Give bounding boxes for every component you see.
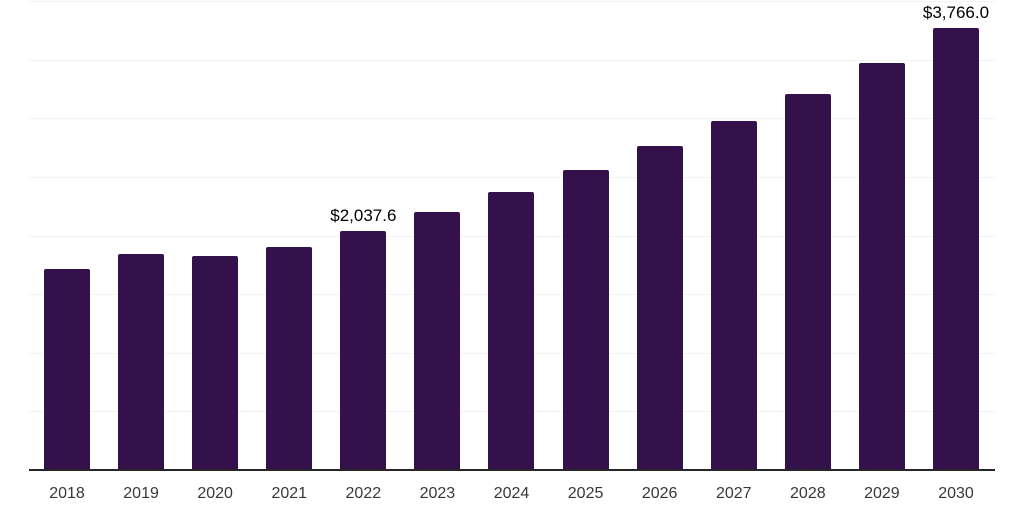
- bar-2020[interactable]: [192, 256, 239, 470]
- bar-2019[interactable]: [118, 254, 165, 470]
- gridline-3000: [29, 118, 995, 120]
- x-tick-2022: 2022: [345, 485, 382, 502]
- x-tick-2021: 2021: [271, 485, 308, 502]
- bar-2023[interactable]: [414, 212, 461, 470]
- x-tick-2020: 2020: [197, 485, 233, 502]
- x-tick-2023: 2023: [419, 485, 456, 502]
- x-tick-2026: 2026: [641, 485, 678, 502]
- x-tick-2018: 2018: [49, 485, 85, 502]
- plot-area: $2,037.6 $3,766.0: [29, 1, 995, 470]
- x-tick-2029: 2029: [864, 485, 900, 502]
- bar-2028[interactable]: [784, 94, 831, 470]
- bar-2030[interactable]: [932, 28, 979, 470]
- bar-2026[interactable]: [636, 146, 683, 470]
- x-tick-2028: 2028: [790, 485, 826, 502]
- bar-2027[interactable]: [710, 121, 757, 470]
- x-tick-2025: 2025: [567, 485, 604, 502]
- x-tick-2030: 2030: [938, 485, 974, 502]
- data-label-2022: $2,037.6: [330, 205, 397, 225]
- gridline-3500: [29, 59, 995, 61]
- bar-2029[interactable]: [858, 63, 905, 470]
- bar-2024[interactable]: [488, 192, 535, 470]
- x-tick-2019: 2019: [123, 485, 159, 502]
- bar-2018[interactable]: [44, 269, 90, 470]
- bar-2022[interactable]: [340, 231, 387, 470]
- bar-2021[interactable]: [266, 246, 313, 470]
- gridline-4000: [29, 1, 995, 2]
- data-label-2030: $3,766.0: [922, 3, 990, 23]
- bar-2025[interactable]: [562, 170, 609, 470]
- x-axis-line: [29, 469, 995, 471]
- x-tick-2027: 2027: [715, 485, 752, 502]
- x-tick-2024: 2024: [493, 485, 530, 502]
- gridline-2500: [29, 176, 995, 178]
